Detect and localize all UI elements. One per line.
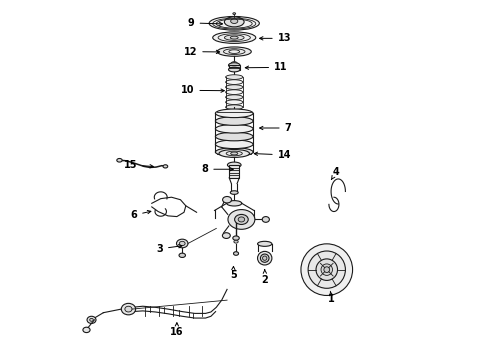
Text: 3: 3: [156, 244, 182, 254]
Text: 11: 11: [245, 62, 288, 72]
Ellipse shape: [216, 140, 253, 149]
Text: 6: 6: [130, 210, 151, 220]
Ellipse shape: [216, 132, 253, 141]
Bar: [228, 65, 240, 69]
Ellipse shape: [224, 17, 244, 27]
Ellipse shape: [87, 316, 96, 323]
Circle shape: [301, 244, 353, 296]
Ellipse shape: [258, 241, 272, 246]
Ellipse shape: [90, 319, 93, 321]
Ellipse shape: [222, 197, 232, 203]
Text: 7: 7: [260, 123, 292, 133]
Ellipse shape: [230, 191, 238, 194]
Ellipse shape: [122, 303, 136, 315]
Ellipse shape: [225, 90, 243, 94]
Text: 15: 15: [123, 160, 153, 170]
Ellipse shape: [231, 19, 238, 23]
Ellipse shape: [228, 63, 240, 68]
Bar: [229, 165, 239, 178]
Circle shape: [316, 259, 338, 280]
Ellipse shape: [179, 253, 186, 257]
Circle shape: [324, 267, 330, 273]
Text: 10: 10: [181, 85, 224, 95]
Ellipse shape: [234, 240, 238, 243]
Text: 14: 14: [254, 150, 291, 160]
Text: 12: 12: [184, 46, 220, 57]
Ellipse shape: [227, 162, 241, 168]
Ellipse shape: [228, 67, 240, 72]
Text: 13: 13: [260, 33, 291, 43]
Text: 9: 9: [188, 18, 222, 28]
Ellipse shape: [213, 32, 256, 43]
Ellipse shape: [225, 95, 243, 99]
Ellipse shape: [222, 233, 230, 238]
Ellipse shape: [125, 306, 132, 312]
Ellipse shape: [225, 105, 243, 109]
Ellipse shape: [216, 125, 253, 133]
Ellipse shape: [233, 13, 236, 14]
Ellipse shape: [230, 36, 238, 39]
Ellipse shape: [263, 256, 267, 260]
Ellipse shape: [217, 47, 251, 56]
Ellipse shape: [229, 50, 240, 53]
Ellipse shape: [228, 210, 255, 229]
Ellipse shape: [260, 254, 269, 262]
Ellipse shape: [231, 62, 237, 64]
Ellipse shape: [83, 327, 90, 333]
Ellipse shape: [225, 75, 243, 80]
Ellipse shape: [258, 251, 272, 265]
Text: 16: 16: [170, 323, 184, 337]
Ellipse shape: [225, 80, 243, 85]
Ellipse shape: [224, 35, 244, 40]
Text: 8: 8: [201, 164, 233, 174]
Ellipse shape: [179, 241, 185, 246]
Ellipse shape: [235, 215, 248, 225]
Ellipse shape: [163, 165, 168, 168]
Ellipse shape: [176, 239, 188, 248]
Ellipse shape: [219, 149, 249, 157]
Text: 4: 4: [331, 167, 340, 180]
Ellipse shape: [233, 236, 239, 240]
Ellipse shape: [209, 17, 259, 30]
Text: 2: 2: [262, 270, 269, 285]
Ellipse shape: [238, 217, 245, 222]
Text: 1: 1: [328, 291, 335, 304]
Text: 5: 5: [230, 266, 237, 280]
Circle shape: [321, 264, 333, 275]
Ellipse shape: [231, 152, 238, 155]
Ellipse shape: [262, 217, 270, 222]
Ellipse shape: [216, 117, 253, 125]
Ellipse shape: [225, 85, 243, 89]
Ellipse shape: [225, 100, 243, 104]
Ellipse shape: [117, 158, 122, 162]
Ellipse shape: [216, 148, 253, 156]
Ellipse shape: [227, 201, 242, 206]
Ellipse shape: [234, 252, 239, 255]
Ellipse shape: [216, 109, 253, 118]
Circle shape: [308, 251, 345, 288]
